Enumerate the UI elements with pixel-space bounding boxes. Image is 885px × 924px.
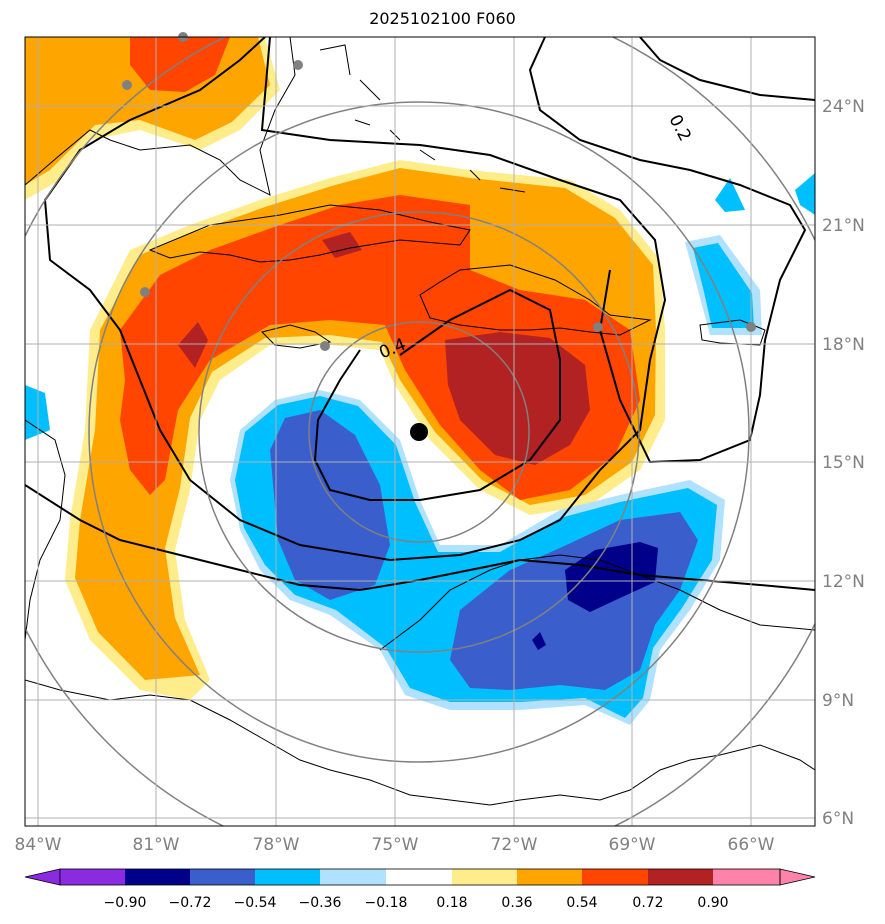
colorbar-tick-label: −0.54 xyxy=(234,895,277,911)
negative-ne-corner xyxy=(795,173,815,215)
lon-label-78w: 78°W xyxy=(253,835,300,855)
lon-label-66w: 66°W xyxy=(728,835,775,855)
colorbar-segment xyxy=(255,869,320,885)
positive-max-west xyxy=(178,322,208,368)
coast-venezuela xyxy=(379,554,815,651)
colorbar-segment xyxy=(320,869,386,885)
colorbar-segment xyxy=(517,869,582,885)
lon-label-84w: 84°W xyxy=(15,835,62,855)
lon-label-81w: 81°W xyxy=(133,835,180,855)
contour-0-2-ne xyxy=(639,37,815,101)
colorbar-tick-label: −0.72 xyxy=(169,895,212,911)
positive-max-cuba xyxy=(322,232,362,258)
coast-hispaniola xyxy=(419,264,652,336)
colorbar-extend-left xyxy=(24,868,61,886)
colorbar-frame xyxy=(59,868,781,886)
colorbar-segment xyxy=(190,869,255,885)
coast-puerto-rico xyxy=(699,319,766,346)
lat-label-24n: 24°N xyxy=(822,97,865,117)
contour-0-4 xyxy=(313,288,561,501)
station-marker xyxy=(122,80,132,90)
station-markers xyxy=(122,32,756,351)
colorbar-tick-label: 0.18 xyxy=(436,895,467,911)
negative-ne-patch xyxy=(715,178,745,212)
colorbar-tick-label: −0.18 xyxy=(365,895,408,911)
colorbar-tick-label: 0.54 xyxy=(566,895,597,911)
coast-florida xyxy=(25,37,296,196)
longitude-labels: 84°W 81°W 78°W 75°W 72°W 69°W 66°W xyxy=(15,835,775,855)
colorbar-segment xyxy=(713,869,780,885)
lat-label-18n: 18°N xyxy=(822,335,865,355)
gridlines xyxy=(25,37,815,826)
contour-zero-line xyxy=(25,484,815,592)
latitude-labels: 24°N 21°N 18°N 15°N 12°N 9°N 6°N xyxy=(822,97,865,829)
station-marker xyxy=(140,287,150,297)
positive-max-hispaniola xyxy=(445,332,590,465)
storm-center-marker xyxy=(410,423,428,441)
station-marker xyxy=(746,322,756,332)
colorbar-tick-label: −0.36 xyxy=(299,895,342,911)
coast-cuba xyxy=(148,204,471,263)
colorbar-tick-label: 0.72 xyxy=(632,895,663,911)
colorbar-segment xyxy=(648,869,713,885)
colorbar-extend-right xyxy=(779,868,816,886)
range-ring-3 xyxy=(88,101,750,763)
station-marker xyxy=(593,322,603,332)
colorbar-segment xyxy=(582,869,648,885)
colorbar-segment xyxy=(125,869,190,885)
negative-min-east xyxy=(565,542,658,612)
negative-min-small xyxy=(532,632,546,650)
coast-south-america xyxy=(25,679,815,806)
negative-east-patch-cyan xyxy=(693,243,754,328)
colorbar-segment xyxy=(452,869,517,885)
negative-lobe-blue xyxy=(270,410,390,600)
lat-label-21n: 21°N xyxy=(822,216,865,236)
lat-label-12n: 12°N xyxy=(822,572,865,592)
lat-label-6n: 6°N xyxy=(822,809,854,829)
colorbar-tick-label: −0.90 xyxy=(104,895,147,911)
map-frame xyxy=(24,36,816,827)
range-rings xyxy=(25,37,815,826)
colorbar-segment xyxy=(60,869,125,885)
station-marker xyxy=(320,341,330,351)
lat-label-15n: 15°N xyxy=(822,453,865,473)
positive-band-red-nw xyxy=(130,37,230,92)
colorbar-tick-label: 0.90 xyxy=(697,895,728,911)
range-ring-1 xyxy=(308,321,530,543)
colorbar-tick-label: 0.36 xyxy=(501,895,532,911)
contour-0-2-north xyxy=(528,37,807,464)
lon-label-69w: 69°W xyxy=(609,835,656,855)
lon-label-75w: 75°W xyxy=(372,835,419,855)
range-ring-2 xyxy=(198,211,640,653)
coastlines xyxy=(25,37,815,806)
lon-label-72w: 72°W xyxy=(491,835,538,855)
colorbar: −0.90 −0.72 −0.54 −0.36 −0.18 0.18 0.36 … xyxy=(24,868,816,911)
map-title: 2025102100 F060 xyxy=(369,9,516,28)
shaded-field xyxy=(25,37,815,725)
station-marker xyxy=(293,60,303,70)
lat-label-9n: 9°N xyxy=(822,691,854,711)
colorbar-segment xyxy=(386,869,452,885)
coast-central-america xyxy=(25,419,66,641)
coast-jamaica xyxy=(261,324,332,349)
